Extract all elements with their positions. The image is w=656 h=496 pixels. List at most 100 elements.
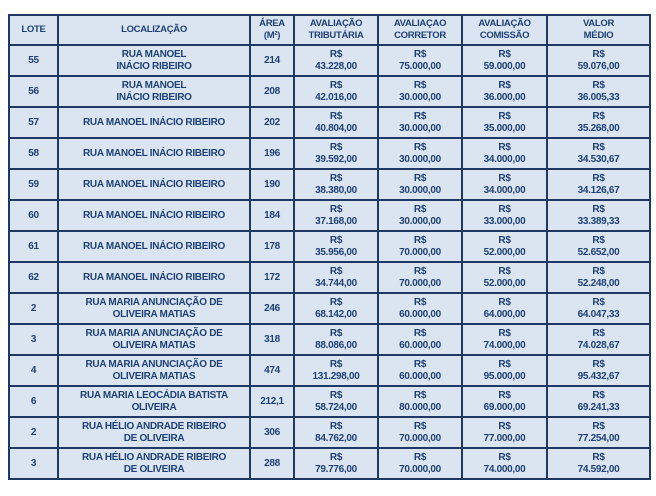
cell-valor-medio: R$ 69.241,33 (546, 385, 651, 418)
table-row: 2 RUA HÉLIO ANDRADE RIBEIRO DE OLIVEIRA 30… (8, 416, 651, 449)
cell-avaliacao-corretor: R$ 30.000,00 (377, 75, 463, 108)
table-row: 58 RUA MANOEL INÁCIO RIBEIRO 196 R$ 39.592,… (8, 137, 651, 170)
table-row: 3 RUA MARIA ANUNCIAÇÃO DE OLIVEIRA MATIAS… (8, 323, 651, 356)
cell-avaliacao-corretor: R$ 70.000,00 (377, 261, 463, 294)
cell-lote: 4 (8, 354, 59, 387)
cell-avaliacao-comissao: R$ 34.000,00 (461, 168, 548, 201)
cell-lote: 2 (8, 416, 59, 449)
cell-avaliacao-tributaria: R$ 84.762,00 (293, 416, 379, 449)
cell-area: 306 (249, 416, 295, 449)
cell-localizacao: RUA MARIA LEOCÁDIA BATISTA OLIVEIRA (57, 385, 251, 418)
column-header-area: ÁREA (M²) (249, 14, 295, 46)
cell-avaliacao-comissao: R$ 33.000,00 (461, 199, 548, 232)
cell-area: 208 (249, 75, 295, 108)
cell-avaliacao-corretor: R$ 30.000,00 (377, 168, 463, 201)
cell-area: 214 (249, 44, 295, 77)
cell-avaliacao-tributaria: R$ 43.228,00 (293, 44, 379, 77)
column-header-lote: LOTE (8, 14, 59, 46)
table-header: LOTE LOCALIZAÇÃO ÁREA (M²) AVALIAÇÃO TRIBUT… (8, 14, 651, 46)
cell-avaliacao-tributaria: R$ 131.298,00 (293, 354, 379, 387)
cell-avaliacao-tributaria: R$ 38.380,00 (293, 168, 379, 201)
cell-avaliacao-comissao: R$ 52.000,00 (461, 230, 548, 263)
table-row: 4 RUA MARIA ANUNCIAÇÃO DE OLIVEIRA MATIAS… (8, 354, 651, 387)
cell-avaliacao-corretor: R$ 30.000,00 (377, 199, 463, 232)
cell-avaliacao-comissao: R$ 77.000,00 (461, 416, 548, 449)
cell-valor-medio: R$ 74.028,67 (546, 323, 651, 356)
cell-valor-medio: R$ 35.268,00 (546, 106, 651, 139)
cell-lote: 3 (8, 447, 59, 480)
cell-avaliacao-comissao: R$ 34.000,00 (461, 137, 548, 170)
column-header-localizacao: LOCALIZAÇÃO (57, 14, 251, 46)
cell-avaliacao-corretor: R$ 60.000,00 (377, 323, 463, 356)
cell-avaliacao-corretor: R$ 30.000,00 (377, 137, 463, 170)
cell-avaliacao-tributaria: R$ 79.776,00 (293, 447, 379, 480)
cell-avaliacao-tributaria: R$ 39.592,00 (293, 137, 379, 170)
cell-lote: 61 (8, 230, 59, 263)
cell-avaliacao-comissao: R$ 74.000,00 (461, 323, 548, 356)
cell-localizacao: RUA MARIA ANUNCIAÇÃO DE OLIVEIRA MATIAS (57, 354, 251, 387)
cell-localizacao: RUA MANOEL INÁCIO RIBEIRO (57, 230, 251, 263)
cell-lote: 3 (8, 323, 59, 356)
cell-avaliacao-tributaria: R$ 58.724,00 (293, 385, 379, 418)
cell-area: 178 (249, 230, 295, 263)
cell-avaliacao-corretor: R$ 80.000,00 (377, 385, 463, 418)
valuation-table: LOTE LOCALIZAÇÃO ÁREA (M²) AVALIAÇÃO TRIBUT… (8, 14, 651, 480)
cell-avaliacao-corretor: R$ 70.000,00 (377, 447, 463, 480)
cell-avaliacao-tributaria: R$ 34.744,00 (293, 261, 379, 294)
cell-avaliacao-comissao: R$ 36.000,00 (461, 75, 548, 108)
cell-avaliacao-tributaria: R$ 37.168,00 (293, 199, 379, 232)
cell-localizacao: RUA MANOEL INÁCIO RIBEIRO (57, 137, 251, 170)
column-header-valor-medio: VALOR MÉDIO (546, 14, 651, 46)
cell-avaliacao-tributaria: R$ 88.086,00 (293, 323, 379, 356)
cell-localizacao: RUA MARIA ANUNCIAÇÃO DE OLIVEIRA MATIAS (57, 323, 251, 356)
cell-localizacao: RUA HÉLIO ANDRADE RIBEIRO DE OLIVEIRA (57, 447, 251, 480)
cell-avaliacao-comissao: R$ 64.000,00 (461, 292, 548, 325)
cell-area: 184 (249, 199, 295, 232)
cell-localizacao: RUA MARIA ANUNCIAÇÃO DE OLIVEIRA MATIAS (57, 292, 251, 325)
cell-valor-medio: R$ 34.126,67 (546, 168, 651, 201)
cell-avaliacao-tributaria: R$ 68.142,00 (293, 292, 379, 325)
cell-localizacao: RUA MANOEL INÁCIO RIBEIRO (57, 75, 251, 108)
cell-avaliacao-corretor: R$ 60.000,00 (377, 354, 463, 387)
cell-localizacao: RUA HÉLIO ANDRADE RIBEIRO DE OLIVEIRA (57, 416, 251, 449)
cell-valor-medio: R$ 77.254,00 (546, 416, 651, 449)
cell-avaliacao-corretor: R$ 30.000,00 (377, 106, 463, 139)
cell-valor-medio: R$ 52.652,00 (546, 230, 651, 263)
document-sheet: LOTE LOCALIZAÇÃO ÁREA (M²) AVALIAÇÃO TRIBUT… (8, 14, 651, 480)
cell-avaliacao-comissao: R$ 52.000,00 (461, 261, 548, 294)
header-row: LOTE LOCALIZAÇÃO ÁREA (M²) AVALIAÇÃO TRIBUT… (8, 14, 651, 46)
cell-area: 190 (249, 168, 295, 201)
cell-area: 202 (249, 106, 295, 139)
cell-lote: 56 (8, 75, 59, 108)
table-row: 3 RUA HÉLIO ANDRADE RIBEIRO DE OLIVEIRA 28… (8, 447, 651, 480)
cell-area: 318 (249, 323, 295, 356)
cell-valor-medio: R$ 33.389,33 (546, 199, 651, 232)
cell-localizacao: RUA MANOEL INÁCIO RIBEIRO (57, 199, 251, 232)
cell-lote: 55 (8, 44, 59, 77)
table-row: 2 RUA MARIA ANUNCIAÇÃO DE OLIVEIRA MATIAS… (8, 292, 651, 325)
cell-localizacao: RUA MANOEL INÁCIO RIBEIRO (57, 106, 251, 139)
cell-avaliacao-tributaria: R$ 40.804,00 (293, 106, 379, 139)
table-row: 56 RUA MANOEL INÁCIO RIBEIRO 208 R$ 42.016,… (8, 75, 651, 108)
column-header-avaliacao-comissao: AVALIAÇÃO COMISSÃO (461, 14, 548, 46)
cell-avaliacao-corretor: R$ 60.000,00 (377, 292, 463, 325)
cell-avaliacao-corretor: R$ 70.000,00 (377, 230, 463, 263)
cell-avaliacao-comissao: R$ 95.000,00 (461, 354, 548, 387)
cell-valor-medio: R$ 34.530,67 (546, 137, 651, 170)
table-row: 55 RUA MANOEL INÁCIO RIBEIRO 214 R$ 43.228,… (8, 44, 651, 77)
cell-lote: 58 (8, 137, 59, 170)
cell-area: 246 (249, 292, 295, 325)
cell-valor-medio: R$ 64.047,33 (546, 292, 651, 325)
cell-valor-medio: R$ 59.076,00 (546, 44, 651, 77)
cell-lote: 57 (8, 106, 59, 139)
cell-localizacao: RUA MANOEL INÁCIO RIBEIRO (57, 44, 251, 77)
cell-valor-medio: R$ 74.592,00 (546, 447, 651, 480)
cell-area: 172 (249, 261, 295, 294)
table-row: 61 RUA MANOEL INÁCIO RIBEIRO 178 R$ 35.956,… (8, 230, 651, 263)
cell-area: 196 (249, 137, 295, 170)
table-row: 6 RUA MARIA LEOCÁDIA BATISTA OLIVEIRA 212,… (8, 385, 651, 418)
cell-lote: 2 (8, 292, 59, 325)
table-row: 59 RUA MANOEL INÁCIO RIBEIRO 190 R$ 38.380,… (8, 168, 651, 201)
cell-lote: 6 (8, 385, 59, 418)
column-header-avaliacao-tributaria: AVALIAÇÃO TRIBUTÁRIA (293, 14, 379, 46)
